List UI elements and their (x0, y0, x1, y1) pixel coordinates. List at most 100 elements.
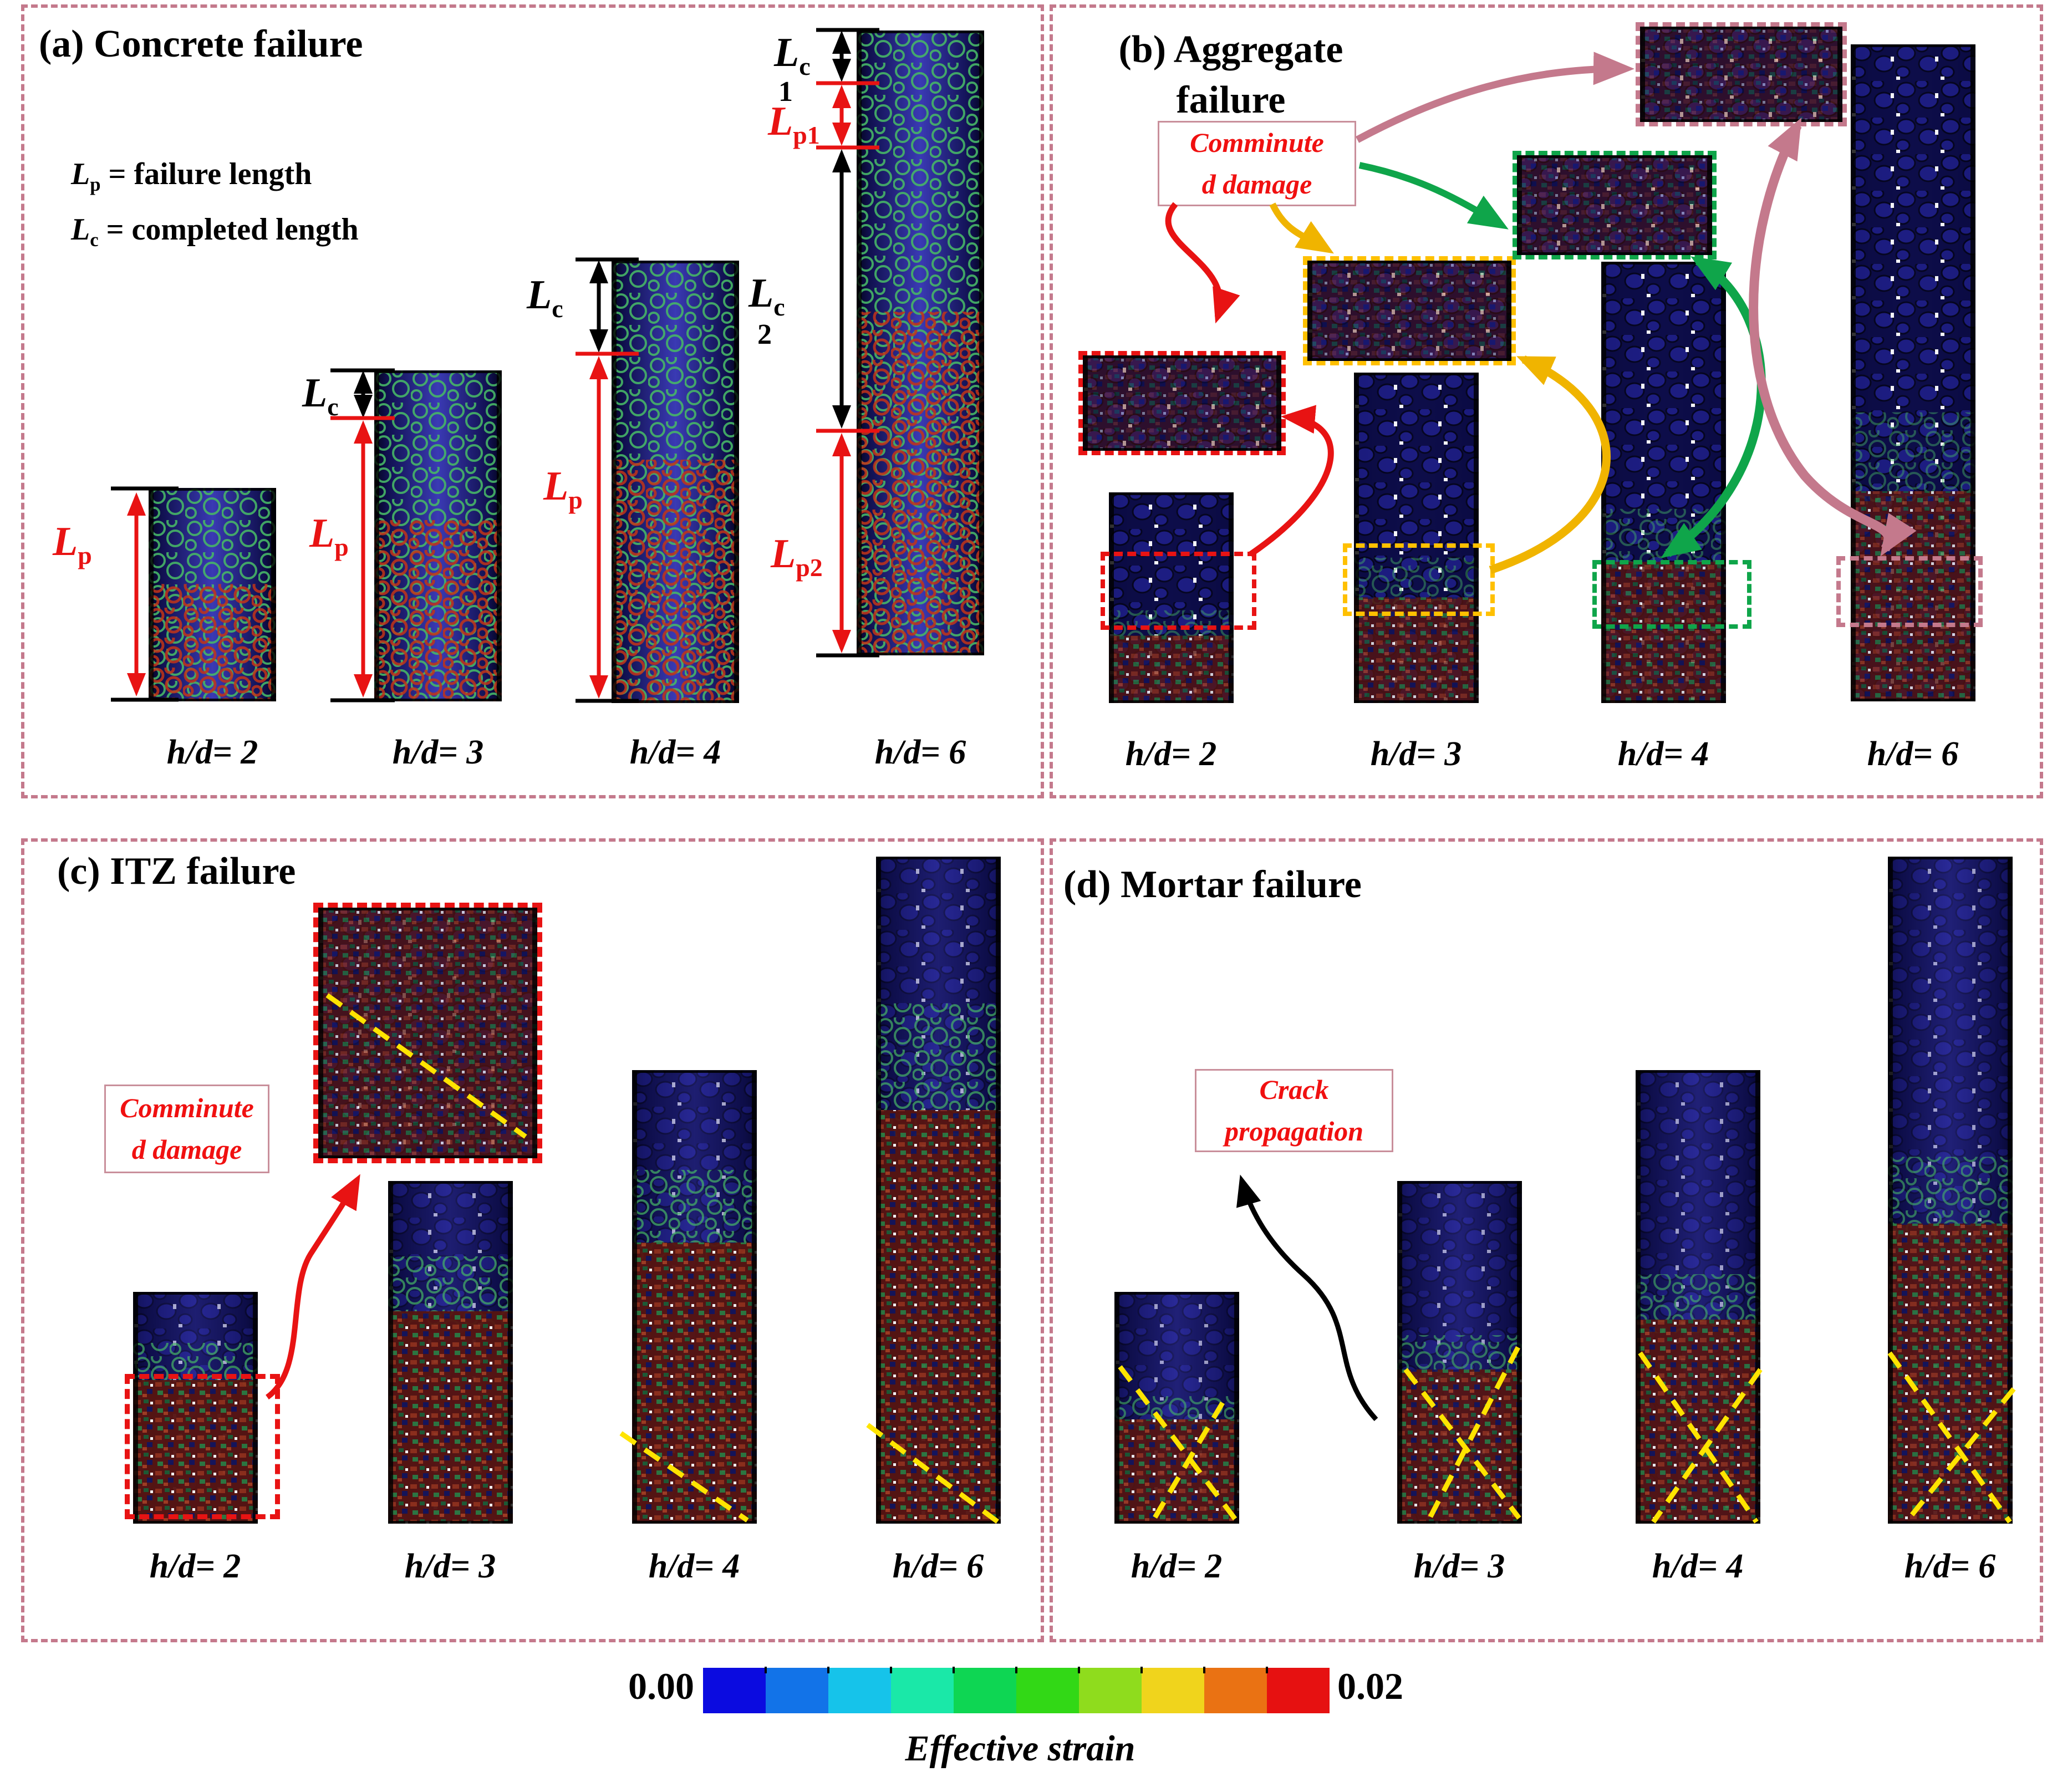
specimen-render (149, 488, 276, 701)
roi-b-hd2-red (1101, 552, 1256, 630)
specimen-a-hd6 (857, 30, 984, 655)
panel-b-title-line1: Aggregate (1173, 28, 1343, 71)
specimen-d-hd2 (1114, 1292, 1239, 1524)
colorbar-max-value: 0.02 (1337, 1665, 1403, 1707)
dim-label-lp1-hd6: Lp1 (768, 99, 820, 149)
callout-b-line1: Comminute (1190, 127, 1324, 158)
colorbar-min-value: 0.00 (628, 1665, 694, 1707)
specimen-render (612, 261, 739, 703)
label-d-hd3: h/d= 3 (1413, 1547, 1505, 1585)
panel-a-frame (21, 4, 1044, 798)
label-a-hd6: h/d= 6 (874, 734, 966, 771)
panel-b-frame (1050, 4, 2043, 798)
specimen-render (1083, 355, 1281, 451)
specimen-b-hd4 (1601, 262, 1726, 703)
specimen-render (1517, 155, 1712, 255)
panel-c-title-text: ITZ failure (110, 850, 296, 893)
label-b-hd4: h/d= 4 (1617, 735, 1709, 773)
inset-b-pink-comminuted-damage (1636, 22, 1847, 126)
panel-a-title-text: Concrete failure (94, 23, 363, 65)
specimen-render (876, 857, 1001, 1524)
callout-d-crack-propagation: Crack propagation (1195, 1069, 1393, 1152)
specimen-render (1601, 262, 1726, 703)
specimen-a-hd4 (612, 261, 739, 703)
specimen-render (1354, 373, 1479, 703)
panel-a-tag: (a) (39, 23, 84, 65)
specimen-render (1888, 857, 2013, 1524)
panel-c-frame (21, 838, 1044, 1642)
panel-d-tag: (d) (1063, 863, 1111, 906)
inset-b-red-comminuted-damage (1078, 351, 1286, 455)
specimen-render (388, 1181, 513, 1524)
panel-d-frame (1050, 838, 2043, 1642)
specimen-d-hd4 (1636, 1070, 1760, 1524)
dim-label-lc2-index: 2 (757, 319, 772, 350)
panel-c-title: (c) ITZ failure (57, 849, 296, 894)
dim-label-lc2-hd6: Lc (748, 271, 785, 321)
specimen-render (1397, 1181, 1522, 1524)
specimen-render (1636, 1070, 1760, 1524)
colorbar-tick (1078, 1667, 1080, 1673)
roi-b-hd6-pink (1836, 556, 1983, 627)
panel-a-title: (a) Concrete failure (39, 22, 363, 67)
callout-c-line1: Comminute (120, 1092, 254, 1123)
specimen-a-hd2 (149, 488, 276, 701)
callout-d-line2: propagation (1224, 1116, 1364, 1147)
specimen-render (1640, 27, 1842, 122)
inset-c-comminuted-damage (313, 903, 542, 1163)
panel-c-tag: (c) (57, 850, 100, 893)
legend-lc-definition: Lc = completed length (71, 212, 359, 251)
panel-b-tag: (b) (1118, 28, 1167, 71)
label-a-hd3: h/d= 3 (392, 734, 484, 771)
colorbar-tick (953, 1667, 955, 1673)
colorbar-segment-3 (890, 1667, 954, 1713)
specimen-render (374, 370, 502, 701)
roi-b-hd4-green (1592, 560, 1751, 629)
colorbar-segment-0 (703, 1668, 766, 1713)
label-d-hd4: h/d= 4 (1652, 1547, 1744, 1585)
colorbar-tick (1266, 1667, 1268, 1673)
label-b-hd2: h/d= 2 (1125, 735, 1217, 773)
colorbar-title: Effective strain (905, 1728, 1135, 1769)
colorbar-segment-2 (827, 1667, 891, 1713)
callout-b-line2: d damage (1201, 169, 1312, 200)
colorbar-tick (1140, 1667, 1143, 1673)
colorbar (703, 1667, 1330, 1713)
label-b-hd3: h/d= 3 (1370, 735, 1462, 773)
colorbar-segment-5 (1015, 1667, 1079, 1713)
label-a-hd2: h/d= 2 (166, 734, 258, 771)
colorbar-segment-1 (765, 1667, 828, 1713)
colorbar-segment-4 (953, 1667, 1016, 1713)
inset-b-green-comminuted-damage (1513, 151, 1717, 259)
colorbar-segment-9 (1266, 1667, 1330, 1713)
specimen-render (1114, 1292, 1239, 1524)
colorbar-tick (827, 1667, 829, 1673)
label-c-hd3: h/d= 3 (404, 1547, 496, 1585)
colorbar-tick (765, 1667, 767, 1673)
specimen-c-hd2 (133, 1292, 258, 1524)
colorbar-tick (1203, 1667, 1205, 1673)
roi-b-hd3-yellow (1343, 543, 1495, 616)
specimen-b-hd2 (1109, 492, 1234, 703)
label-d-hd6: h/d= 6 (1904, 1547, 1996, 1585)
dim-label-lc-hd3: Lc (302, 370, 339, 421)
colorbar-segment-6 (1078, 1667, 1142, 1713)
specimen-render (318, 908, 537, 1158)
specimen-c-hd6 (876, 857, 1001, 1524)
callout-c-comminuted-damage: Comminute d damage (104, 1085, 269, 1173)
specimen-render (133, 1292, 258, 1524)
specimen-render (632, 1070, 757, 1524)
specimen-b-hd3 (1354, 373, 1479, 703)
callout-d-line1: Crack (1259, 1074, 1329, 1105)
roi-c-hd2-red (125, 1374, 280, 1519)
dim-label-lc-hd4: Lc (527, 272, 563, 323)
colorbar-segment-8 (1203, 1667, 1267, 1713)
specimen-render (1109, 492, 1234, 703)
dim-label-lp-hd2: Lp (53, 519, 92, 569)
panel-d-title-text: Mortar failure (1121, 863, 1362, 906)
dim-label-lc1-hd6: Lc (774, 30, 811, 80)
label-d-hd2: h/d= 2 (1131, 1547, 1223, 1585)
label-c-hd6: h/d= 6 (892, 1547, 984, 1585)
panel-b-title: (b) Aggregate failure (1101, 24, 1361, 125)
